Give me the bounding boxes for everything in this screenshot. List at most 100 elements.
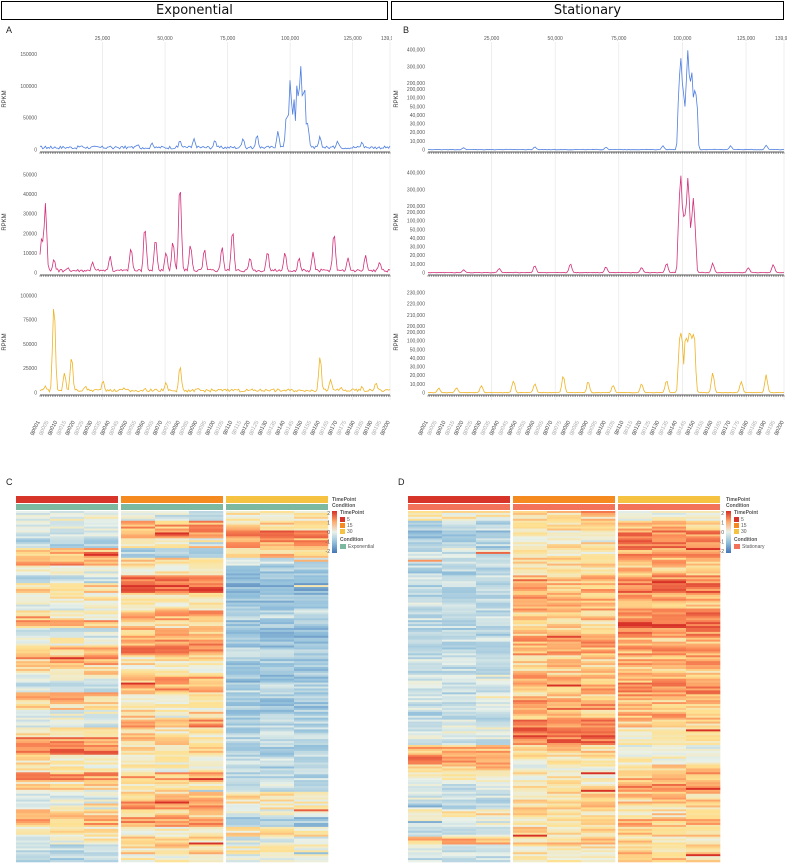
heatmap-cell xyxy=(581,518,616,522)
header-stationary: Stationary xyxy=(391,1,784,20)
heatmap-cell xyxy=(513,635,548,639)
heatmap-cell xyxy=(84,785,119,789)
heatmap-cell xyxy=(155,696,190,699)
heatmap-cell xyxy=(476,828,511,832)
heatmap-cell xyxy=(476,512,511,516)
heatmap-cell xyxy=(84,852,119,855)
heatmap-cell xyxy=(189,731,224,734)
heatmap-cell xyxy=(442,826,477,830)
heatmap-cell xyxy=(476,799,511,802)
heatmap-cell xyxy=(121,828,156,832)
heatmap-cell xyxy=(513,745,548,748)
heatmap-cell xyxy=(442,727,477,730)
heatmap-cell xyxy=(50,745,85,748)
heatmap-cell xyxy=(581,758,616,761)
genome-tick-label: 100,000 xyxy=(281,36,299,42)
heatmap-cell xyxy=(581,569,616,572)
heatmap-legend: TimePointCondition210-1-2TimePoint51530C… xyxy=(326,497,375,555)
heatmap-cell xyxy=(476,692,511,695)
heatmap-cell xyxy=(226,641,261,644)
heatmap-cell xyxy=(260,723,295,726)
heatmap-cell xyxy=(260,836,295,839)
heatmap-cell xyxy=(476,733,511,736)
heatmap-cell xyxy=(686,737,721,740)
heatmap-cell xyxy=(442,522,477,525)
heatmap-cell xyxy=(226,631,261,635)
heatmap-cell xyxy=(476,823,511,826)
heatmap-cell xyxy=(155,678,190,681)
heatmap-cell xyxy=(16,686,51,689)
heatmap-cell xyxy=(226,739,261,742)
heatmap-cell xyxy=(294,737,329,740)
heatmap-cell xyxy=(84,530,119,533)
heatmap-cell xyxy=(408,575,443,578)
heatmap-cell xyxy=(513,778,548,781)
heatmap-cell xyxy=(121,631,156,635)
heatmap-cell xyxy=(547,628,582,631)
heatmap-cell xyxy=(260,770,295,773)
heatmap-cell xyxy=(581,551,616,555)
heatmap-cell xyxy=(581,555,616,559)
heatmap-cell xyxy=(618,668,653,672)
heatmap-cell xyxy=(189,659,224,662)
heatmap-cell xyxy=(408,548,443,551)
heatmap-cell xyxy=(260,725,295,728)
heatmap-cell xyxy=(513,540,548,543)
heatmap-cell xyxy=(618,723,653,726)
y-tick-label: 30,000 xyxy=(410,245,426,251)
heatmap-cell xyxy=(50,663,85,666)
heatmap-cell xyxy=(581,651,616,654)
heatmap-cell xyxy=(652,548,687,551)
heatmap-cell xyxy=(618,587,653,590)
heatmap-cell xyxy=(50,628,85,631)
heatmap-cell xyxy=(84,821,119,824)
heatmap-cell xyxy=(408,784,443,787)
heatmap-cell xyxy=(581,522,616,525)
heatmap-cell xyxy=(652,739,687,742)
heatmap-cell xyxy=(581,768,616,771)
heatmap-cell xyxy=(442,587,477,590)
heatmap-cell xyxy=(476,645,511,648)
heatmap-cell xyxy=(618,680,653,683)
heatmap-cell xyxy=(50,721,85,724)
heatmap-cell xyxy=(189,559,224,562)
heatmap-cell xyxy=(121,587,156,590)
heatmap-cell xyxy=(226,846,261,849)
heatmap-cell xyxy=(513,811,548,814)
heatmap-cell xyxy=(476,651,511,654)
heatmap-cell xyxy=(155,702,190,705)
heatmap-cell xyxy=(442,737,477,740)
heatmap-cell xyxy=(50,821,85,824)
heatmap-cell xyxy=(618,614,653,617)
heatmap-cell xyxy=(408,709,443,713)
heatmap-cell xyxy=(16,807,51,810)
heatmap-cell xyxy=(84,534,119,537)
heatmap-cell xyxy=(442,565,477,568)
heatmap-cell xyxy=(513,780,548,783)
heatmap-cell xyxy=(50,528,85,531)
heatmap-cell xyxy=(121,707,156,711)
heatmap-cell xyxy=(294,614,329,617)
heatmap-cell xyxy=(618,624,653,627)
legend-scale-label: 0 xyxy=(721,530,724,536)
heatmap-cell xyxy=(476,727,511,730)
heatmap-cell xyxy=(155,770,190,773)
heatmap-cell xyxy=(50,846,85,849)
heatmap-cell xyxy=(189,801,224,804)
heatmap-cell xyxy=(476,616,511,619)
heatmap-cell xyxy=(121,585,156,588)
heatmap-cell xyxy=(513,758,548,761)
heatmap-cell xyxy=(652,784,687,787)
heatmap-cell xyxy=(84,789,119,793)
heatmap-cell xyxy=(294,688,329,691)
heatmap-cell xyxy=(155,745,190,748)
heatmap-cell xyxy=(581,567,616,570)
heatmap-cell xyxy=(121,622,156,625)
heatmap-cell xyxy=(442,614,477,617)
heatmap-cell xyxy=(618,528,653,531)
heatmap-cell xyxy=(442,856,477,859)
heatmap-cell xyxy=(652,565,687,568)
heatmap-cell xyxy=(16,620,51,623)
heatmap-cell xyxy=(513,805,548,808)
heatmap-cell xyxy=(189,826,224,830)
